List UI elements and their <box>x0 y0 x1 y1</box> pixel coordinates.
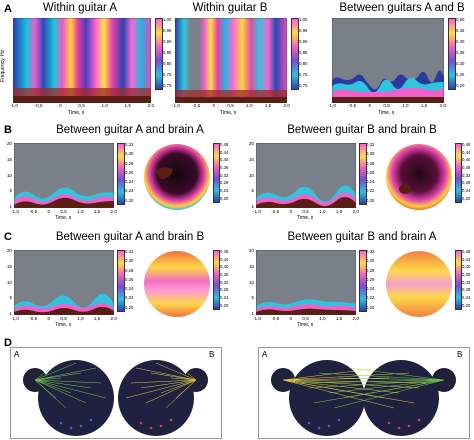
topo-colorbar-b1 <box>213 143 220 203</box>
spectrogram-within-guitar-a <box>13 18 151 103</box>
colorbar-c1-ticks: 0,32 0,30 0,28 0,26 0,24 0,22 0,20 <box>125 249 134 310</box>
colorbar-b2 <box>359 143 367 205</box>
topo-colorbar-b2 <box>455 143 462 203</box>
topomap-c2 <box>385 250 453 318</box>
topo-colorbar-b1-ticks: 0,48 0,44 0,40 0,36 0,32 0,28 0,24 0,20 <box>220 142 229 201</box>
xticks-b2: -1,0 -0,5 0 0,5 1,0 1,5 2,0 <box>253 209 359 214</box>
xticks-c2: -1,0 -0,5 0 0,5 1,0 1,5 2,0 <box>253 316 359 321</box>
topo-colorbar-c2 <box>455 250 462 310</box>
colorbar-a3 <box>448 18 456 90</box>
colorbar-b1-ticks: 0,32 0,30 0,28 0,26 0,24 0,22 0,20 <box>125 142 134 203</box>
xticks-a2: -1,0 -0,5 0 0,5 1,0 1,5 2,0 <box>172 103 290 108</box>
title-between-guitars: Between guitars A and B <box>339 2 465 14</box>
spectrogram-between-guitars <box>332 18 444 103</box>
panel-label-c: C <box>4 231 12 243</box>
network-diagram-right <box>271 360 456 436</box>
network-left-label-a: A <box>14 350 20 359</box>
xticks-a1: -1,0 -0,5 0 0,5 1,0 1,5 2,0 <box>10 103 154 108</box>
colorbar-b2-ticks: 0,32 0,30 0,28 0,26 0,24 0,22 0,20 <box>366 142 375 203</box>
colorbar-a1 <box>155 18 163 90</box>
panel-label-a: A <box>4 3 12 15</box>
yticks-b1: 20 15 10 5 1 <box>6 141 12 209</box>
spectrogram-b2 <box>256 143 356 208</box>
xlabel-a2: Time, s <box>220 110 237 116</box>
xticks-c1: -1,0 -0,5 0 0,5 1,0 1,5 2,0 <box>11 316 117 321</box>
colorbar-a3-ticks: 0,50 0,45 0,40 0,35 0,30 0,25 0,20 <box>456 17 465 88</box>
xticks-b1: -1,0 -0,5 0 0,5 1,0 1,5 2,0 <box>11 209 117 214</box>
title-within-guitar-b: Within guitar B <box>192 2 268 14</box>
spectrogram-c1 <box>14 250 114 315</box>
colorbar-a2-ticks: 1,00 0,95 0,90 0,85 0,80 0,75 0,70 <box>299 17 308 88</box>
xlabel-a1: Time, s <box>68 110 85 116</box>
xlabel-b2: Time, s <box>297 215 314 221</box>
network-right-label-a: A <box>262 350 268 359</box>
colorbar-a1-ticks: 1,00 0,95 0,90 0,85 0,80 0,75 0,70 <box>163 17 172 88</box>
network-box-left: A B <box>10 347 222 439</box>
network-left-label-b: B <box>209 350 215 359</box>
topomap-b1 <box>143 143 211 211</box>
topomap-c1 <box>143 250 211 318</box>
colorbar-c2 <box>359 250 367 312</box>
topo-colorbar-c1-ticks: 0,48 0,44 0,40 0,36 0,32 0,28 0,24 0,20 <box>220 249 229 308</box>
topo-colorbar-b2-ticks: 0,48 0,44 0,40 0,36 0,32 0,28 0,24 0,20 <box>462 142 471 201</box>
topo-colorbar-c2-ticks: 0,48 0,44 0,40 0,36 0,32 0,28 0,24 0,20 <box>462 249 471 308</box>
xlabel-b1: Time, s <box>55 215 72 221</box>
colorbar-a2 <box>291 18 299 90</box>
spectrogram-b1 <box>14 143 114 208</box>
network-diagram-left <box>23 360 208 436</box>
ylabel-a: Frequency, Hz <box>0 49 6 82</box>
xlabel-c2: Time, s <box>297 322 314 328</box>
title-guitar-a-brain-a: Between guitar A and brain A <box>56 124 204 136</box>
colorbar-c1 <box>117 250 125 312</box>
title-guitar-b-brain-b: Between guitar B and brain B <box>287 124 437 136</box>
network-box-right: A B <box>258 347 470 439</box>
title-within-guitar-a: Within guitar A <box>42 2 118 14</box>
spectrogram-c2 <box>256 250 356 315</box>
yticks-b2: 20 15 10 5 1 <box>248 141 254 209</box>
yticks-c2: 20 15 10 5 1 <box>248 248 254 316</box>
panel-label-b: B <box>4 124 12 136</box>
panel-label-d: D <box>4 337 12 349</box>
colorbar-b1 <box>117 143 125 205</box>
xticks-a3: -1,0 -0,5 0 0,5 1,0 1,5 2,0 <box>328 103 446 108</box>
colorbar-c2-ticks: 0,32 0,30 0,28 0,26 0,24 0,22 0,20 <box>366 249 375 310</box>
xlabel-c1: Time, s <box>55 322 72 328</box>
title-guitar-b-brain-a: Between guitar B and brain A <box>287 231 437 243</box>
topo-colorbar-c1 <box>213 250 220 310</box>
title-guitar-a-brain-b: Between guitar A and brain B <box>55 231 205 243</box>
network-right-label-b: B <box>457 350 463 359</box>
xlabel-a3: Time, s <box>378 110 395 116</box>
spectrogram-within-guitar-b <box>175 18 287 103</box>
yticks-c1: 20 15 10 5 1 <box>6 248 12 316</box>
topomap-b2 <box>385 143 453 211</box>
